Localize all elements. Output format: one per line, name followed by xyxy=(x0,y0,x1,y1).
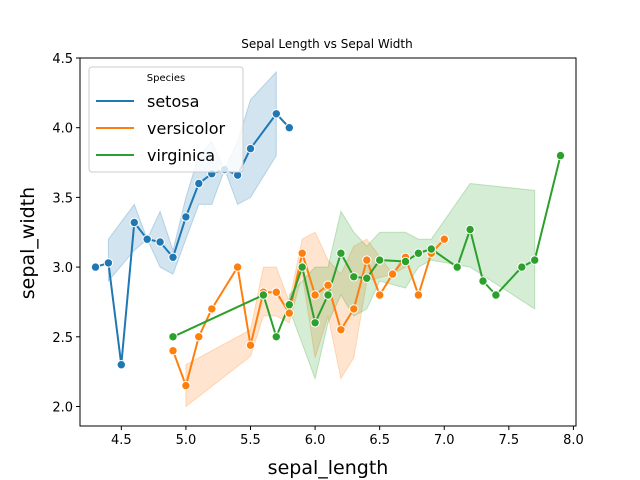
data-point-setosa xyxy=(271,109,281,119)
x-tick-label: 5.5 xyxy=(240,433,261,448)
data-point-setosa xyxy=(155,237,165,247)
x-axis: 4.5 5.0 5.5 6.0 6.5 7.0 7.5 8.0 xyxy=(111,426,584,448)
confidence-band-setosa xyxy=(107,70,277,283)
chart-title: Sepal Length vs Sepal Width xyxy=(241,37,412,51)
y-tick-label: 3.0 xyxy=(52,261,73,276)
series-markers xyxy=(90,109,566,391)
x-tick-label: 8.0 xyxy=(563,433,584,448)
x-tick-label: 6.5 xyxy=(369,433,390,448)
data-point-virginica xyxy=(452,262,462,272)
legend-label-versicolor: versicolor xyxy=(147,119,225,138)
data-point-virginica xyxy=(349,272,359,282)
data-point-setosa xyxy=(116,360,127,370)
data-point-versicolor xyxy=(387,269,398,279)
data-point-setosa xyxy=(245,143,256,154)
data-point-versicolor xyxy=(439,234,449,244)
data-point-versicolor xyxy=(271,287,281,297)
x-tick-label: 5.0 xyxy=(176,433,197,448)
data-point-virginica xyxy=(491,290,501,300)
data-point-versicolor xyxy=(349,304,359,314)
x-axis-label: sepal_length xyxy=(268,457,389,479)
data-point-versicolor xyxy=(245,340,256,350)
x-tick-label: 7.0 xyxy=(434,433,455,448)
data-point-versicolor xyxy=(168,346,178,356)
data-point-virginica xyxy=(168,332,178,342)
data-point-versicolor xyxy=(413,290,424,300)
data-point-virginica xyxy=(465,224,475,235)
data-point-setosa xyxy=(90,262,101,272)
y-axis-label: sepal_width xyxy=(17,187,39,299)
data-point-virginica xyxy=(530,255,540,265)
legend-title: Species xyxy=(147,73,186,84)
data-point-versicolor xyxy=(323,280,333,290)
data-point-virginica xyxy=(271,332,281,342)
data-point-versicolor xyxy=(375,290,385,300)
x-tick-label: 6.0 xyxy=(305,433,326,448)
legend-label-virginica: virginica xyxy=(147,146,215,165)
data-point-virginica xyxy=(400,256,411,267)
data-point-virginica xyxy=(297,262,307,272)
y-tick-label: 2.5 xyxy=(52,331,73,346)
data-point-virginica xyxy=(426,244,436,254)
data-point-versicolor xyxy=(297,248,307,258)
data-point-versicolor xyxy=(362,255,372,265)
x-tick-label: 4.5 xyxy=(111,433,132,448)
plot-area-frame xyxy=(79,57,577,427)
legend: Species setosa versicolor virginica xyxy=(88,66,244,173)
data-point-setosa xyxy=(103,258,114,268)
data-point-virginica xyxy=(362,273,372,283)
y-tick-label: 3.5 xyxy=(52,191,73,206)
data-point-versicolor xyxy=(194,332,204,342)
data-point-versicolor xyxy=(284,308,294,318)
data-point-virginica xyxy=(310,318,320,328)
y-axis: 2.0 2.5 3.0 3.5 4.0 4.5 xyxy=(52,52,80,415)
data-point-setosa xyxy=(142,234,152,244)
legend-label-setosa: setosa xyxy=(147,92,199,111)
y-tick-label: 2.0 xyxy=(52,400,73,415)
data-point-virginica xyxy=(258,290,269,300)
data-point-virginica xyxy=(336,248,346,258)
data-point-virginica xyxy=(375,255,385,265)
data-point-virginica xyxy=(478,276,488,286)
data-point-setosa xyxy=(284,123,294,133)
x-tick-label: 7.5 xyxy=(498,433,519,448)
data-point-versicolor xyxy=(232,262,243,272)
data-point-virginica xyxy=(555,150,566,161)
data-point-versicolor xyxy=(181,380,191,391)
y-tick-label: 4.5 xyxy=(52,52,73,67)
data-point-virginica xyxy=(413,248,424,258)
data-point-virginica xyxy=(284,300,294,310)
legend-box xyxy=(88,66,244,173)
data-point-setosa xyxy=(129,217,140,228)
data-point-setosa xyxy=(181,212,191,222)
data-point-versicolor xyxy=(310,290,320,300)
y-tick-label: 4.0 xyxy=(52,122,73,137)
data-point-setosa xyxy=(168,252,178,262)
data-point-versicolor xyxy=(207,304,217,314)
data-point-virginica xyxy=(323,290,333,300)
data-point-virginica xyxy=(517,262,527,272)
data-point-setosa xyxy=(194,178,204,189)
data-point-versicolor xyxy=(336,325,346,335)
